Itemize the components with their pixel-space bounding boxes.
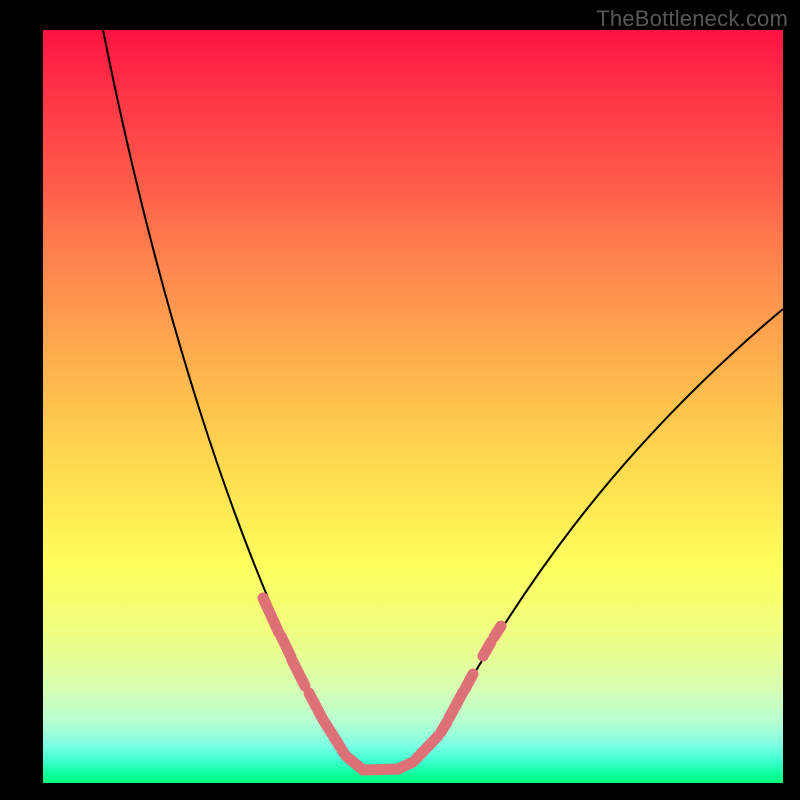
overlay-seg [494, 626, 501, 637]
overlay-seg [309, 693, 321, 716]
overlay-seg [281, 636, 291, 657]
overlay-seg [465, 674, 473, 689]
chart-container: TheBottleneck.com [0, 0, 800, 800]
left-overlay-group [263, 598, 413, 770]
overlay-seg [263, 598, 279, 633]
overlay-seg [346, 756, 413, 770]
right-overlay-group [416, 626, 501, 759]
overlay-seg [322, 718, 344, 753]
watermark-text: TheBottleneck.com [596, 6, 788, 32]
overlay-seg [483, 642, 491, 656]
curve-layer [43, 30, 783, 783]
overlay-seg [449, 692, 463, 718]
overlay-seg [441, 722, 447, 732]
plot-area [43, 30, 783, 783]
right-curve [363, 309, 783, 771]
overlay-seg [292, 660, 305, 686]
overlay-seg [416, 736, 438, 759]
left-curve [103, 30, 363, 770]
